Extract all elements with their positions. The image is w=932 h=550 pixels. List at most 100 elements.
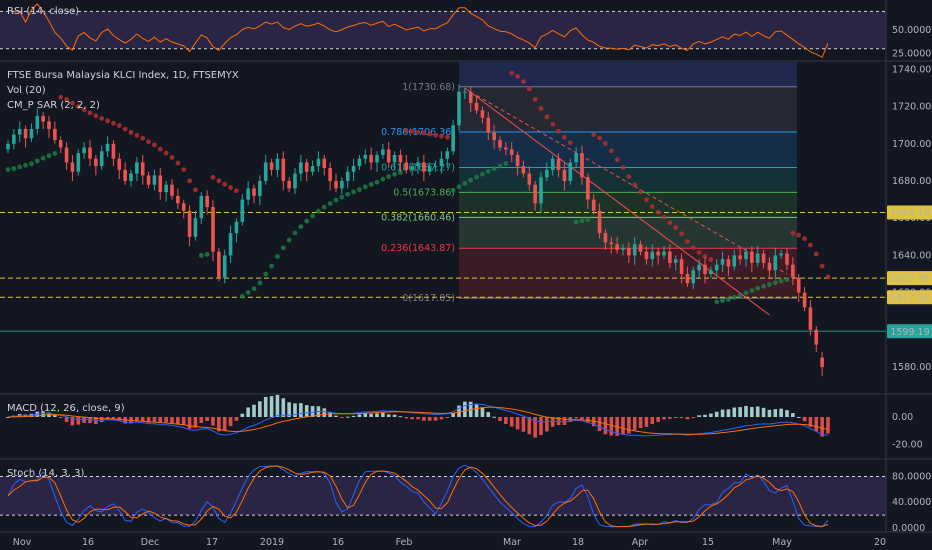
macd-histogram-bar	[170, 417, 174, 423]
candle-body	[228, 233, 233, 256]
psar-dot	[111, 120, 116, 126]
macd-histogram-bar	[246, 407, 250, 417]
stoch-k-line	[7, 464, 829, 528]
candle-body	[392, 154, 397, 163]
macd-histogram-bar	[422, 417, 426, 421]
candle-body	[187, 210, 192, 237]
psar-dot	[474, 174, 479, 180]
psar-dot	[503, 161, 509, 166]
candle-body	[574, 153, 578, 163]
macd-histogram-bar	[820, 417, 824, 437]
macd-histogram-bar	[562, 417, 567, 426]
psar-dot	[257, 280, 263, 286]
fib-level-label: 1(1730.68)	[402, 82, 455, 93]
psar-dot	[468, 177, 474, 183]
psar-dot	[239, 293, 245, 299]
price-tick-label: 1580.00	[892, 362, 931, 373]
candle-body	[498, 140, 502, 148]
psar-dot	[573, 219, 579, 225]
x-axis-label: 16	[332, 537, 344, 548]
psar-dot	[444, 134, 450, 140]
macd-histogram-bar	[650, 417, 655, 424]
psar-dot	[790, 230, 796, 236]
candle-body	[293, 173, 297, 189]
macd-signal-line	[7, 406, 829, 435]
psar-dot	[796, 232, 802, 238]
psar-dot	[316, 208, 321, 214]
macd-histogram-bar	[545, 417, 549, 432]
psar-dot	[357, 187, 362, 193]
candle-body	[211, 207, 215, 252]
psar-dot	[608, 148, 614, 154]
psar-dot	[11, 166, 17, 172]
candle-body	[351, 166, 356, 172]
candle-body	[381, 149, 385, 155]
macd-histogram-bar	[509, 417, 514, 427]
psar-dot	[251, 286, 257, 292]
psar-dot	[655, 209, 661, 215]
macd-histogram-bar	[258, 401, 262, 417]
stoch-label: Stoch (14, 3, 3)	[7, 468, 85, 479]
psar-dot	[509, 70, 515, 76]
x-axis-label: 2019	[260, 537, 284, 548]
rsi-tick-label: 50.0000	[892, 25, 931, 36]
macd-histogram-bar	[597, 417, 602, 431]
psar-dot	[708, 257, 714, 262]
psar-dot	[649, 204, 655, 209]
macd-histogram-bar	[252, 404, 256, 417]
candle-body	[463, 91, 467, 93]
macd-histogram-bar	[416, 417, 420, 420]
candle-body	[422, 162, 426, 172]
candle-body	[545, 169, 549, 178]
candle-body	[105, 143, 110, 152]
macd-histogram-bar	[211, 417, 215, 426]
macd-histogram-bar	[234, 417, 239, 421]
macd-histogram-bar	[632, 417, 637, 431]
candle-body	[539, 177, 543, 204]
macd-histogram-bar	[70, 417, 75, 426]
candle-body	[761, 253, 766, 263]
psar-dot	[690, 245, 696, 250]
macd-histogram-bar	[82, 417, 86, 423]
macd-histogram-bar	[345, 416, 350, 418]
candle-body	[668, 251, 672, 263]
candle-body	[802, 292, 807, 308]
macd-histogram-bar	[275, 394, 280, 417]
candle-body	[404, 162, 409, 170]
macd-histogram-bar	[486, 412, 491, 417]
x-axis-label: 17	[206, 537, 218, 548]
psar-dot	[497, 163, 503, 169]
candle-body	[679, 259, 684, 274]
candle-body	[58, 140, 63, 148]
candle-body	[299, 162, 303, 174]
psar-label: CM_P SAR (2, 2, 2)	[7, 100, 100, 111]
candle-body	[258, 181, 262, 196]
macd-histogram-bar	[679, 417, 684, 419]
psar-dot	[93, 113, 99, 119]
psar-dot	[128, 129, 134, 135]
stoch-tick-label: 40.0000	[892, 497, 931, 508]
candle-body	[556, 158, 561, 170]
psar-dot	[597, 135, 602, 141]
macd-histogram-bar	[662, 417, 666, 420]
macd-histogram-bar	[732, 407, 737, 417]
rsi-line	[13, 3, 829, 58]
volume-label: Vol (20)	[7, 85, 46, 96]
candle-body	[263, 162, 268, 182]
candle-body	[621, 247, 625, 250]
macd-histogram-bar	[744, 405, 748, 417]
price-tick-label: 1740.00	[892, 64, 931, 75]
x-axis-label: Apr	[632, 537, 649, 548]
candle-body	[433, 166, 438, 168]
macd-histogram-bar	[603, 417, 608, 435]
candle-body	[340, 181, 344, 189]
candle-body	[76, 153, 81, 172]
price-badge-text: 1663.10	[890, 208, 929, 219]
candle-body	[755, 253, 760, 263]
candle-body	[527, 173, 532, 185]
psar-dot	[456, 184, 462, 190]
macd-histogram-bar	[105, 417, 110, 420]
candle-body	[287, 181, 291, 189]
candle-body	[99, 151, 104, 167]
macd-histogram-bar	[515, 417, 520, 430]
